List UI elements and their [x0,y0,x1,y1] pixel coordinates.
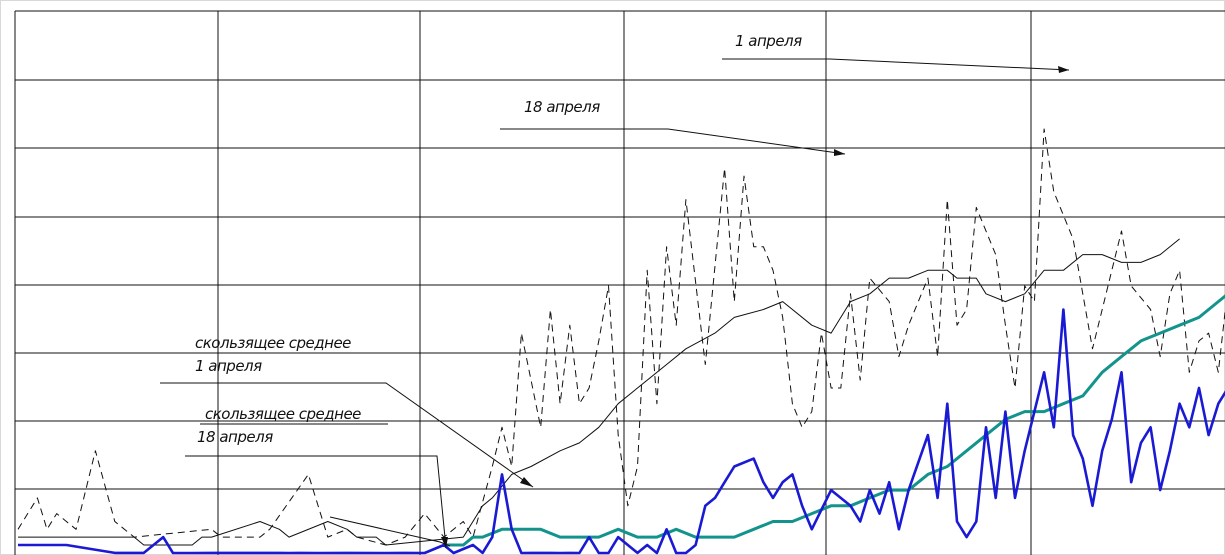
annotation-label: 1 апреля [195,357,262,375]
annotation-18-april-peak: 18 апреля [500,98,846,156]
arrowhead [834,149,845,156]
annotation-1-april-peak: 1 апреля [722,32,1070,73]
leader-line [160,382,534,488]
arrowhead [441,537,448,548]
series-layer [17,128,1225,555]
series-line-dashed [17,128,1225,546]
arrowhead [1058,66,1069,73]
annotation-moving-average-1-april: скользящее среднее 1 апреля [160,334,534,488]
leader-line [722,58,1070,71]
grid [14,10,1225,555]
annotation-leader-extra [329,516,451,547]
annotation-label: скользящее среднее [195,334,351,352]
annotation-moving-average-18-april: скользящее среднее 18 апреля [185,405,448,549]
leader-line [329,516,451,547]
series-line-teal [443,294,1225,547]
series-line-blue [18,308,1225,555]
arrowhead [520,477,533,487]
leader-line [500,128,846,155]
annotation-label: 18 апреля [524,98,600,116]
annotations: 1 апреля 18 апреля скользящее среднее 1 … [160,32,1070,549]
annotation-label: 18 апреля [197,428,273,446]
leader-line [185,455,447,549]
annotation-label: скользящее среднее [205,405,361,423]
series-line-sma-black [18,238,1180,546]
annotation-label: 1 апреля [735,32,802,50]
